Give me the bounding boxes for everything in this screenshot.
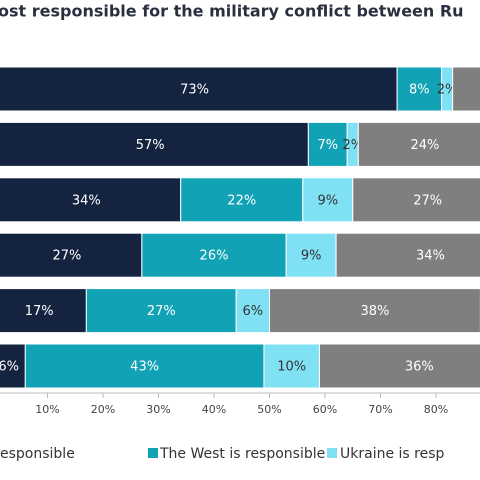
legend-label: The West is responsible — [159, 446, 325, 462]
bar-segment — [0, 121, 309, 167]
bar-segment — [302, 177, 354, 223]
legend-label: Ukraine is resp — [340, 446, 445, 462]
bar-segment — [352, 177, 480, 223]
data-label: 8% — [409, 83, 430, 98]
data-label: 43% — [130, 360, 159, 375]
legend-swatch — [327, 448, 337, 458]
legend-label: esponsible — [0, 446, 75, 462]
data-label: 26% — [200, 249, 229, 264]
data-label: 7% — [317, 138, 338, 153]
bar-segment — [0, 288, 87, 334]
bar-segment — [0, 343, 26, 389]
bar-segment — [141, 232, 287, 278]
x-tick-label: 80% — [424, 403, 448, 416]
data-label: 27% — [413, 193, 442, 208]
data-label: 57% — [136, 138, 165, 153]
data-label: 10% — [277, 360, 306, 375]
bar-segment — [396, 66, 443, 112]
bar-segment — [235, 288, 270, 334]
bar-segment — [357, 121, 480, 167]
data-label: 17% — [25, 304, 54, 319]
data-label: 24% — [410, 138, 439, 153]
x-tick-label: 10% — [35, 403, 59, 416]
bar-segment — [269, 288, 480, 334]
legend-swatch — [148, 448, 158, 458]
data-label: 36% — [405, 360, 434, 375]
bar-segment — [0, 66, 398, 112]
data-label: 9% — [317, 193, 338, 208]
data-label: 22% — [227, 193, 256, 208]
data-label: 34% — [416, 249, 445, 264]
bar-segment — [24, 343, 265, 389]
data-label: 73% — [180, 83, 209, 98]
data-label: 6% — [243, 304, 264, 319]
bar-segment — [285, 232, 337, 278]
data-label: 34% — [72, 193, 101, 208]
x-tick-label: 60% — [313, 403, 337, 416]
data-label: 27% — [52, 249, 81, 264]
chart-title: ost responsible for the military conflic… — [0, 2, 464, 21]
bar-segment — [335, 232, 480, 278]
bar-segment — [0, 232, 143, 278]
x-tick-label: 70% — [368, 403, 392, 416]
x-tick-label: 20% — [91, 403, 115, 416]
x-tick-label: 30% — [146, 403, 170, 416]
data-label: 38% — [360, 304, 389, 319]
bar-segment — [263, 343, 320, 389]
bar-segment — [307, 121, 348, 167]
bar-segment — [318, 343, 480, 389]
x-tick-label: 40% — [202, 403, 226, 416]
data-label: 9% — [301, 249, 322, 264]
bar-segment — [452, 66, 480, 112]
data-label: 6% — [0, 360, 19, 375]
data-label: 27% — [147, 304, 176, 319]
x-tick-label: 50% — [257, 403, 281, 416]
